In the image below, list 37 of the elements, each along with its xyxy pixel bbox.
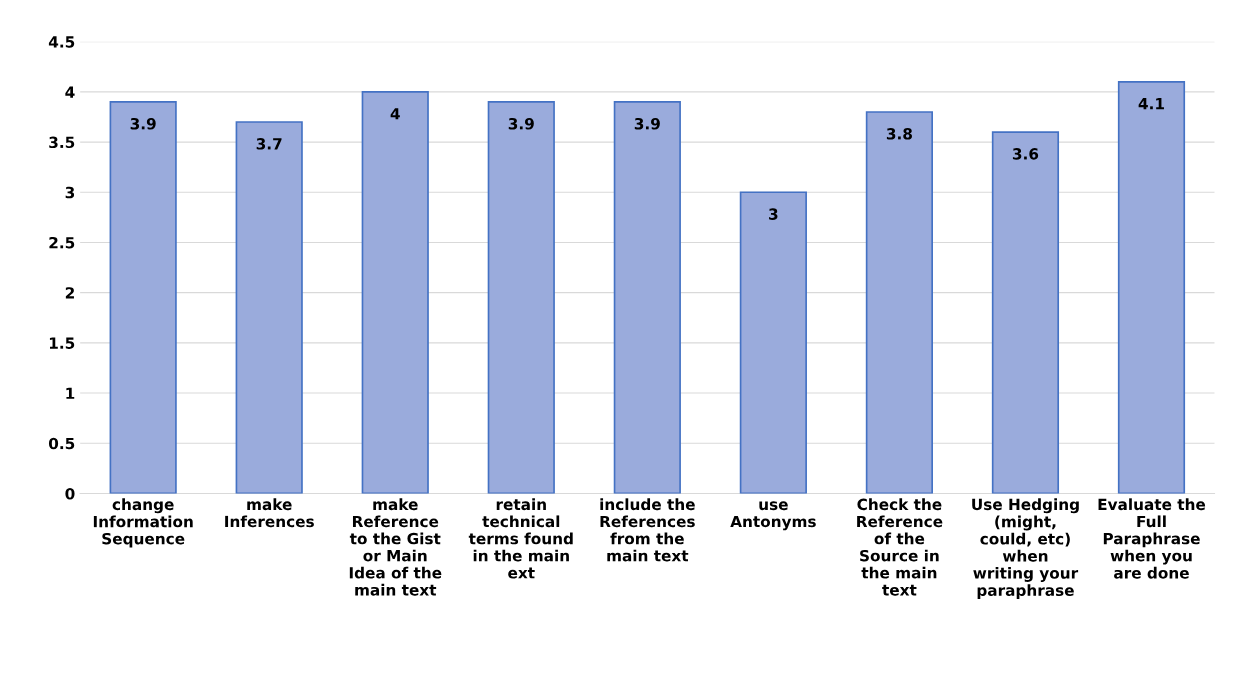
x-tick-label: use Antonyms (730, 501, 816, 531)
y-tick-label: 3.5 (49, 136, 75, 149)
bar (613, 101, 681, 494)
data-label: 3.8 (886, 128, 912, 140)
y-tick-label: 4.5 (48, 36, 75, 48)
data-label: 3 (769, 208, 778, 220)
data-label: 3.6 (1012, 148, 1039, 160)
x-tick-label: make Inferences (225, 498, 314, 528)
bar (235, 121, 303, 494)
y-tick-label: 4 (65, 86, 75, 98)
x-tick-label: include the References from the main text (600, 498, 695, 562)
y-tick-label: 0 (65, 487, 75, 500)
bar (487, 101, 555, 494)
x-tick-label: Check the Reference of the Source in the main text (857, 498, 943, 596)
data-label: 4 (390, 108, 400, 120)
bar (361, 91, 429, 494)
y-tick-label: 0.5 (48, 437, 75, 450)
x-tick-label: Evaluate the Full Paraphrase when you are done (1098, 498, 1206, 579)
bar (865, 111, 934, 494)
data-label: 4.1 (1138, 98, 1164, 110)
y-tick-label: 1 (66, 387, 75, 399)
x-tick-label: make Reference to the Gist or Main Idea of the main text (349, 498, 442, 596)
data-label: 3.9 (508, 117, 534, 130)
y-tick-label: 2.5 (49, 236, 75, 249)
data-label: 3.9 (130, 117, 156, 130)
bar (991, 131, 1060, 494)
bar (1117, 81, 1186, 494)
bar (739, 191, 807, 494)
y-tick-label: 2 (65, 287, 74, 299)
x-tick-label: change Information Sequence (93, 498, 193, 548)
bar (109, 101, 177, 494)
data-label: 3.7 (256, 138, 282, 150)
data-label: 3.9 (634, 117, 660, 130)
y-tick-label: 1.5 (49, 337, 75, 349)
x-tick-label: retain technical terms found in the main ext (468, 498, 573, 579)
y-tick-label: 3 (65, 186, 75, 199)
x-tick-label: Use Hedging (might, could, etc) when writing your paraphrase (972, 498, 1079, 599)
